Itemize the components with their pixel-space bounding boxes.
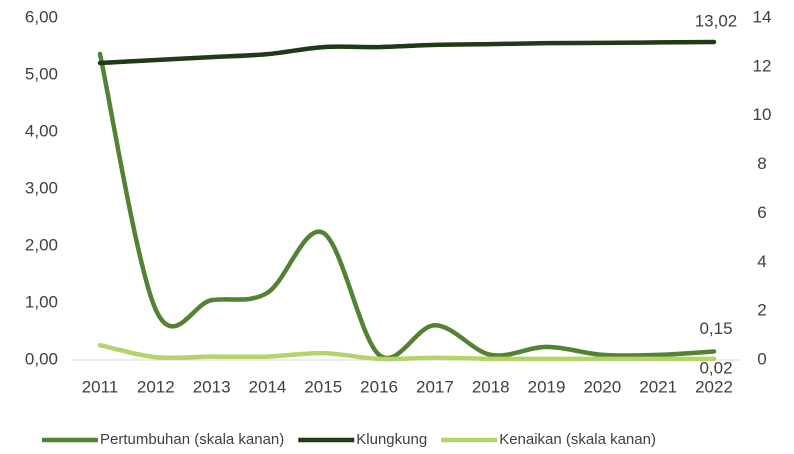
y2-tick-label: 8 [757, 154, 766, 173]
y-tick-label: 6,00 [25, 7, 58, 26]
data-label: 13,02 [695, 11, 738, 30]
data-label: 0,15 [699, 319, 732, 338]
y2-tick-label: 12 [753, 56, 772, 75]
x-tick-label: 2019 [528, 377, 566, 396]
x-tick-label: 2011 [82, 377, 119, 396]
y2-tick-label: 0 [757, 349, 766, 368]
x-tick-label: 2013 [193, 377, 231, 396]
legend-label: Kenaikan (skala kanan) [499, 431, 656, 448]
y2-tick-label: 6 [757, 203, 766, 222]
y-tick-label: 4,00 [25, 121, 58, 140]
x-tick-label: 2016 [360, 377, 398, 396]
y2-tick-label: 4 [757, 252, 766, 271]
x-tick-label: 2021 [639, 377, 677, 396]
y2-tick-label: 10 [753, 105, 772, 124]
legend-label: Klungkung [356, 431, 427, 448]
legend-label: Pertumbuhan (skala kanan) [100, 431, 284, 448]
data-label: 0,02 [699, 358, 732, 377]
x-tick-label: 2020 [583, 377, 621, 396]
series-line [97, 51, 717, 361]
y2-tick-label: 14 [753, 7, 772, 26]
series-line [97, 342, 717, 362]
x-tick-label: 2012 [137, 377, 175, 396]
x-tick-label: 2015 [304, 377, 342, 396]
y2-tick-label: 2 [757, 301, 766, 320]
y-tick-label: 2,00 [25, 235, 58, 254]
x-tick-label: 2017 [416, 377, 454, 396]
y-tick-label: 0,00 [25, 349, 58, 368]
y-tick-label: 3,00 [25, 178, 58, 197]
y-tick-label: 5,00 [25, 64, 58, 83]
y-tick-label: 1,00 [25, 292, 58, 311]
x-tick-label: 2014 [249, 377, 287, 396]
x-tick-label: 2022 [695, 377, 733, 396]
series-line [97, 39, 717, 66]
x-tick-label: 2018 [472, 377, 510, 396]
